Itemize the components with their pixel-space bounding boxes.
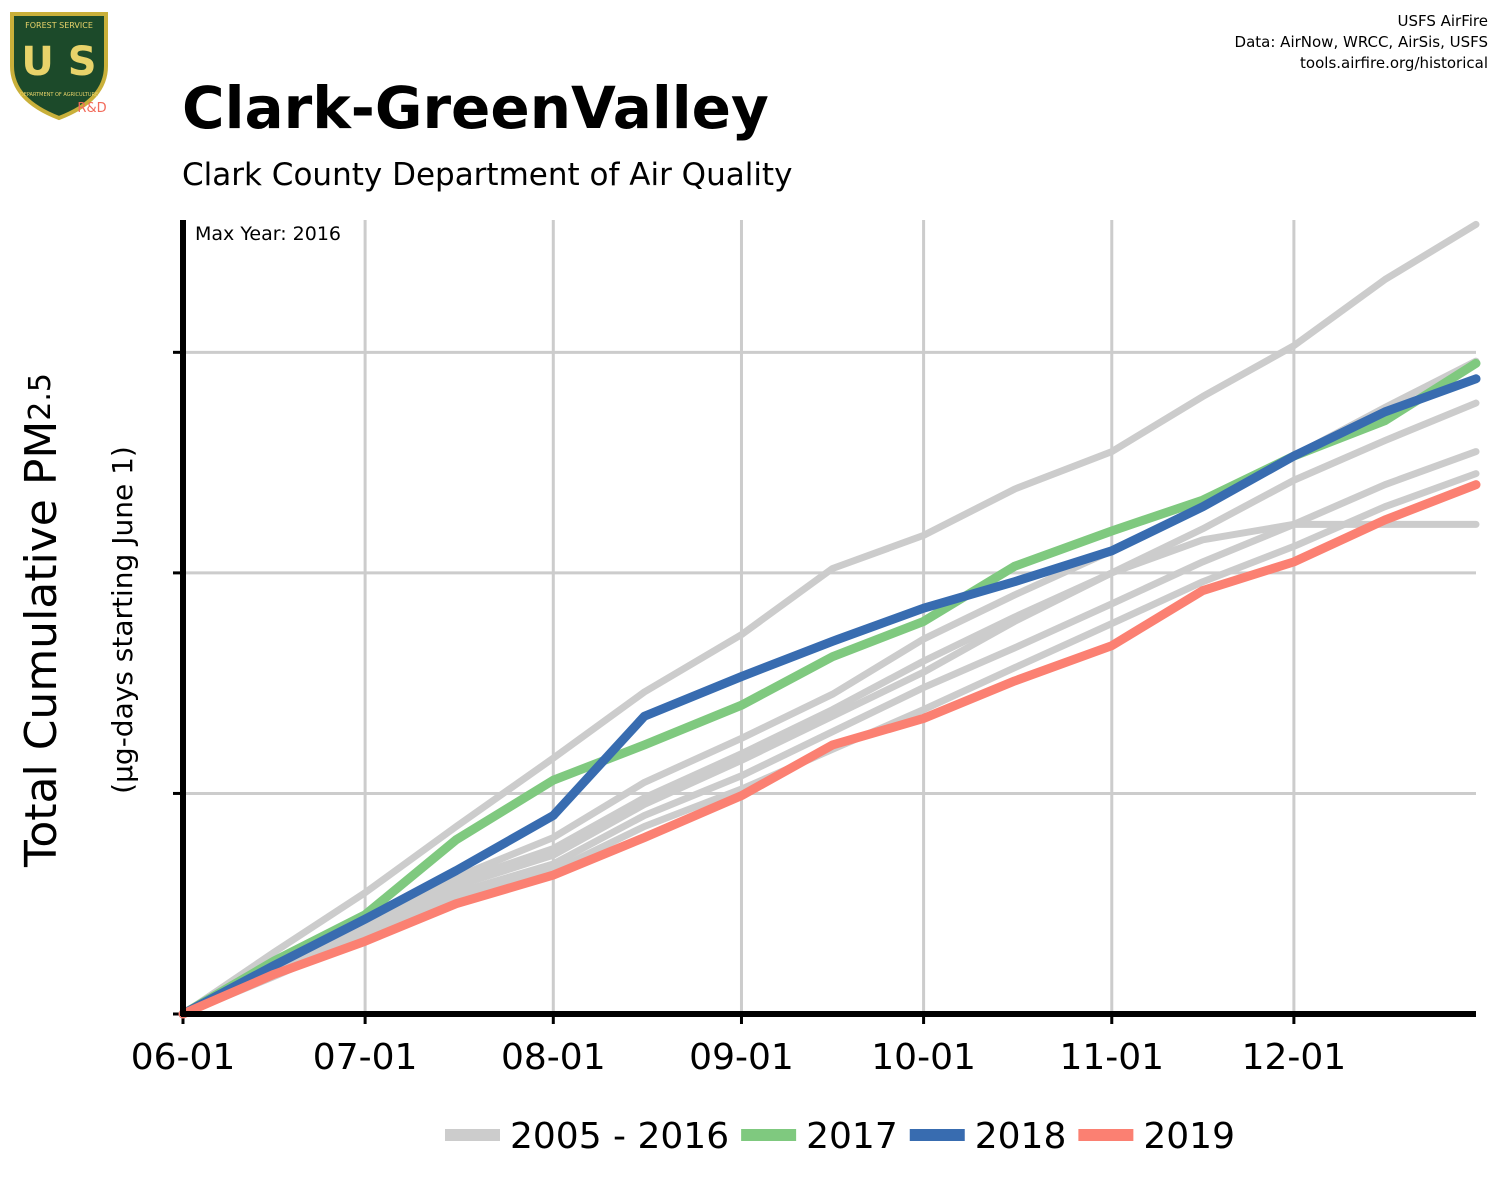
- y-axis-label: Total Cumulative PM2.5: [16, 373, 67, 868]
- series-line: [178, 480, 1481, 1019]
- history-line: [179, 520, 1480, 1018]
- x-tick-label: 12-01: [1242, 1037, 1347, 1078]
- series-line: [178, 374, 1481, 1019]
- legend-label: 2005 - 2016: [510, 1116, 729, 1157]
- logo-shield: [10, 12, 108, 121]
- logo-badge: R&D: [77, 101, 106, 116]
- x-tick-label: 09-01: [689, 1037, 794, 1078]
- x-tick-label: 08-01: [501, 1037, 606, 1078]
- logo-bottom: DEPARTMENT OF AGRICULTURE: [20, 92, 98, 98]
- history-line: [179, 399, 1480, 1018]
- y-axis-label-sub: 2.5: [23, 373, 58, 421]
- logo-top: FOREST SERVICE: [25, 21, 93, 30]
- legend-label: 2019: [1143, 1116, 1235, 1157]
- x-tick-label: 06-01: [131, 1037, 236, 1078]
- credit: Data: AirNow, WRCC, AirSis, USFS: [1235, 33, 1488, 51]
- chart-subtitle: Clark County Department of Air Quality: [182, 157, 792, 193]
- logo: FOREST SERVICE U S DEPARTMENT OF AGRICUL…: [10, 12, 108, 121]
- y-axis-label-main: Total Cumulative PM: [16, 421, 67, 868]
- plot: 06-01 07-01 08-01 09-01 10-01 11-01 12-01 Max Y…: [131, 220, 1481, 1157]
- legend-label: 2018: [975, 1116, 1067, 1157]
- history-line: [179, 448, 1480, 1018]
- legend-label: 2017: [806, 1116, 898, 1157]
- x-tick-label: 07-01: [313, 1037, 418, 1078]
- credit: USFS AirFire: [1397, 12, 1488, 30]
- history-line: [179, 220, 1480, 1018]
- logo-letters: U S: [21, 39, 96, 85]
- x-tick-label: 11-01: [1059, 1037, 1164, 1078]
- credit: tools.airfire.org/historical: [1300, 54, 1488, 72]
- annotation: Max Year: 2016: [195, 223, 341, 245]
- y-axis-units: (µg-days starting June 1): [106, 446, 139, 794]
- x-tick-label: 10-01: [871, 1037, 976, 1078]
- chart-title: Clark-GreenValley: [182, 74, 769, 142]
